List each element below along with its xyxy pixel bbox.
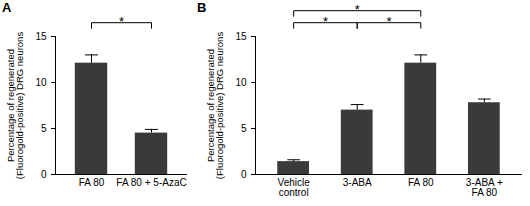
svg-text:5: 5	[241, 123, 247, 134]
svg-text:3-ABA +FA 80: 3-ABA +FA 80	[466, 177, 503, 198]
svg-text:*: *	[355, 2, 360, 17]
svg-text:Vehiclecontrol: Vehiclecontrol	[278, 177, 311, 198]
svg-text:10: 10	[235, 77, 247, 88]
svg-text:FA 80: FA 80	[408, 177, 434, 188]
svg-text:*: *	[119, 14, 124, 29]
svg-text:Percentage of regenerated(Fluo: Percentage of regenerated(Fluorogold-pos…	[5, 32, 26, 180]
svg-text:FA 80: FA 80	[79, 177, 105, 188]
svg-text:5: 5	[41, 123, 47, 134]
svg-text:*: *	[323, 14, 328, 29]
svg-text:0: 0	[41, 169, 47, 180]
svg-text:3-ABA: 3-ABA	[343, 177, 372, 188]
html-text:B: B	[197, 0, 207, 15]
svg-text:15: 15	[235, 31, 247, 42]
svg-text:15: 15	[35, 31, 47, 42]
svg-text:10: 10	[35, 77, 47, 88]
svg-text:Percentage of regenerated(Fluo: Percentage of regenerated(Fluorogold-pos…	[205, 32, 226, 180]
svg-text:0: 0	[241, 169, 247, 180]
svg-text:*: *	[386, 14, 391, 29]
html-text:A: A	[2, 0, 12, 15]
svg-text:FA 80 + 5-AzaC: FA 80 + 5-AzaC	[116, 177, 186, 188]
